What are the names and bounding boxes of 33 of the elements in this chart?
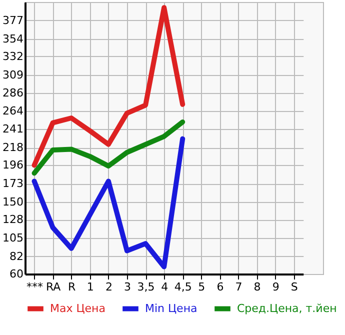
y-tick-label: 354 xyxy=(2,32,24,46)
y-tick-label: 286 xyxy=(2,86,24,100)
x-tick-label: S xyxy=(290,280,298,294)
x-tick-label: RA xyxy=(46,280,62,294)
x-tick-label: 6 xyxy=(216,280,224,294)
x-tick-label: 1 xyxy=(86,280,94,294)
x-tick-label: 5 xyxy=(198,280,206,294)
x-tick-label: 2 xyxy=(105,280,112,294)
y-tick-label: 173 xyxy=(2,177,24,190)
y-tick-label: 218 xyxy=(2,141,24,154)
x-tick-label: 4 xyxy=(161,280,168,294)
x-tick-label: 8 xyxy=(254,280,261,294)
y-tick-label: 377 xyxy=(2,14,24,27)
y-tick-label: 60 xyxy=(10,268,24,280)
y-tick-label: 241 xyxy=(2,122,24,136)
y-tick-label: 128 xyxy=(2,213,24,226)
legend-label: Сред.Цена, т.йен xyxy=(237,302,337,315)
y-tick-label: 82 xyxy=(10,250,24,263)
y-tick-label: 150 xyxy=(2,196,24,208)
legend-label: Min Цена xyxy=(145,302,198,315)
x-tick-label: 9 xyxy=(272,280,280,294)
y-tick-label: 332 xyxy=(2,50,24,63)
x-tick-label: 3 xyxy=(124,280,131,294)
x-tick-label: 7 xyxy=(235,280,242,294)
legend-label: Max Цена xyxy=(50,302,106,315)
y-tick-label: 196 xyxy=(2,158,24,172)
y-tick-label: 264 xyxy=(2,104,24,118)
x-tick-label: *** xyxy=(26,280,44,294)
y-tick-label: 105 xyxy=(2,232,24,244)
x-tick-label: 4,5 xyxy=(174,280,192,294)
x-tick-label: R xyxy=(68,280,76,294)
y-tick-label: 309 xyxy=(2,68,24,82)
x-tick-label: 3,5 xyxy=(137,280,155,294)
